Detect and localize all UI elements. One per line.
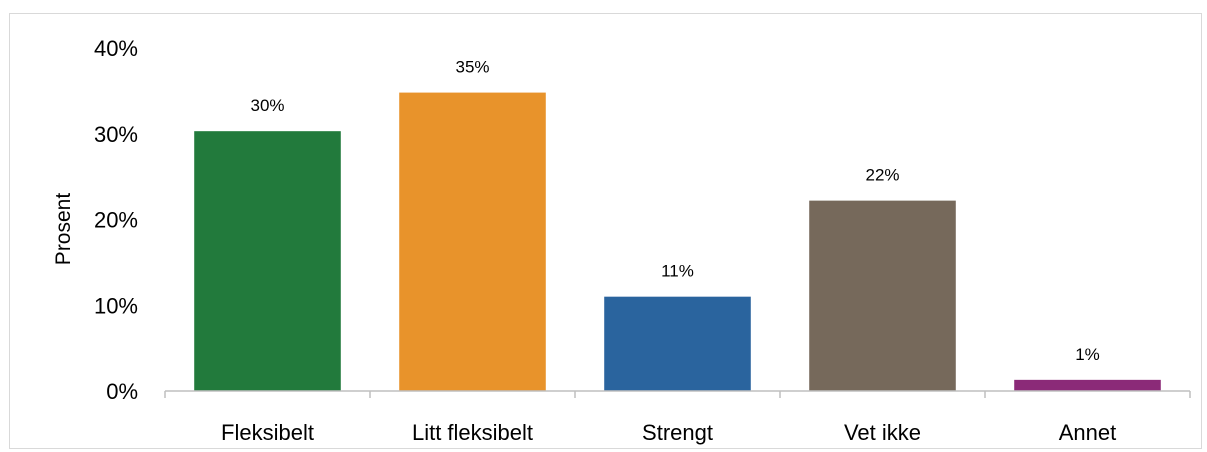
y-tick-label: 10% [94, 293, 138, 318]
category-label: Litt fleksibelt [412, 420, 533, 445]
data-labels: 30% 35% 11% 22% 1% [250, 58, 1099, 364]
bar-strengt [604, 296, 751, 391]
category-label: Fleksibelt [221, 420, 314, 445]
bars [194, 92, 1161, 392]
y-tick-label: 0% [106, 379, 138, 404]
y-axis-title: Prosent [52, 193, 75, 266]
bar-vet-ikke [809, 200, 956, 391]
data-label: 1% [1075, 345, 1100, 364]
y-tick-label: 40% [94, 36, 138, 61]
category-label: Strengt [642, 420, 713, 445]
category-label: Vet ikke [844, 420, 921, 445]
category-label: Annet [1059, 420, 1117, 445]
data-label: 22% [865, 166, 899, 185]
data-label: 35% [455, 58, 489, 77]
bar-annet [1014, 379, 1161, 391]
y-tick-label: 20% [94, 208, 138, 233]
bar-fleksibelt [194, 131, 341, 392]
data-label: 30% [250, 96, 284, 115]
y-axis-ticks: 0% 10% 20% 30% 40% [94, 36, 138, 404]
category-labels: Fleksibelt Litt fleksibelt Strengt Vet ikke… [221, 420, 1116, 445]
bar-litt-fleksibelt [399, 92, 546, 391]
data-label: 11% [661, 262, 694, 281]
y-tick-label: 30% [94, 122, 138, 147]
x-axis [164, 390, 1191, 398]
